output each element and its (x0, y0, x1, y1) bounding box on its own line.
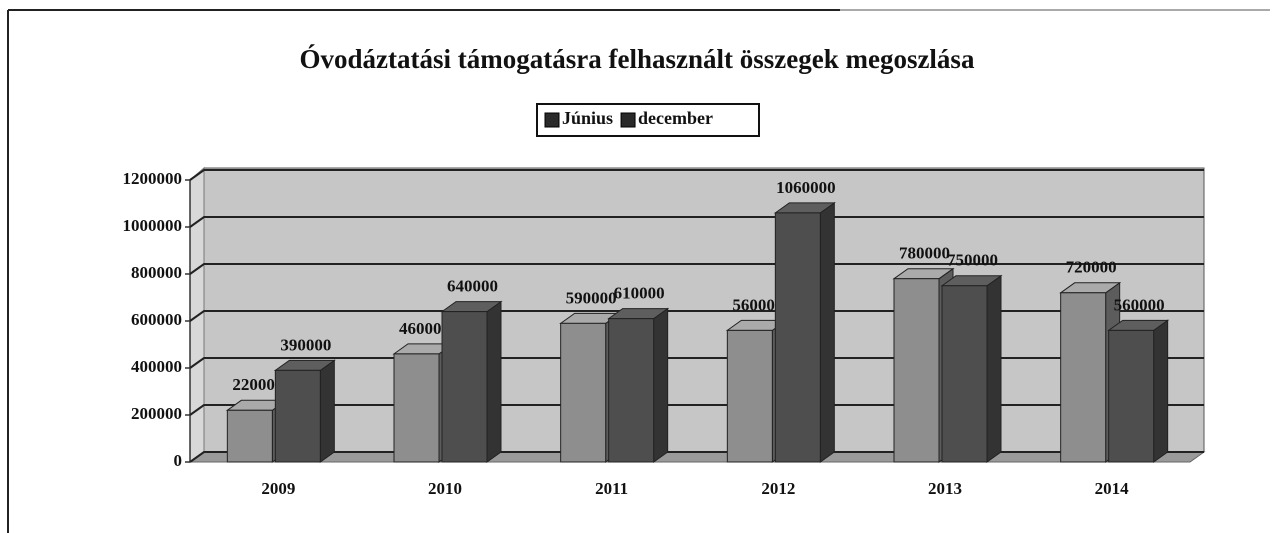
bar (1107, 319, 1170, 463)
grid-line (189, 357, 1204, 369)
bar-front (441, 311, 488, 463)
y-tick-label: 800000 (131, 263, 182, 282)
bar (773, 201, 836, 463)
value-label: 640000 (447, 277, 498, 296)
value-label: 460000 (399, 319, 450, 338)
bar-front (893, 278, 940, 463)
y-tick-label: 200000 (131, 404, 182, 423)
x-tick-label: 2013 (928, 479, 962, 498)
floor (188, 451, 1206, 463)
legend-label: Június (562, 108, 613, 128)
grid-line (189, 263, 1204, 275)
value-label: 610000 (614, 284, 665, 303)
bar-front (1108, 329, 1155, 463)
bar (607, 307, 670, 463)
grid-line (189, 451, 1204, 463)
legend-swatch (544, 112, 560, 128)
value-label: 720000 (1066, 258, 1117, 277)
legend-box (536, 103, 760, 137)
bar-front (560, 322, 607, 463)
grid-line (189, 404, 1204, 416)
grid-line (189, 310, 1204, 322)
bar-side (319, 359, 335, 463)
bar-side (1153, 319, 1169, 463)
chart-title: Óvodáztatási támogatásra felhasznált öss… (300, 44, 975, 74)
bar-front (774, 212, 821, 463)
legend-swatch (620, 112, 636, 128)
bar-side (986, 274, 1002, 463)
grid-line (189, 216, 1204, 228)
value-label: 1060000 (776, 178, 836, 197)
bar-front (941, 285, 988, 463)
bar (440, 300, 503, 463)
bar-side (486, 300, 502, 463)
bar-front (226, 409, 273, 463)
bar-front (393, 353, 440, 463)
x-tick-label: 2010 (428, 479, 462, 498)
value-label: 390000 (280, 335, 331, 354)
y-tick-label: 600000 (131, 310, 182, 329)
x-tick-label: 2011 (595, 479, 628, 498)
legend-label: december (638, 108, 713, 128)
value-label: 780000 (899, 244, 950, 263)
bar (940, 274, 1003, 463)
bar-side (819, 201, 835, 463)
x-tick-label: 2014 (1095, 479, 1130, 498)
y-tick-label: 0 (174, 451, 183, 470)
bar-front (726, 329, 773, 463)
y-tick-label: 1000000 (123, 216, 183, 235)
value-label: 590000 (566, 288, 617, 307)
value-label: 750000 (947, 251, 998, 270)
x-tick-label: 2009 (261, 479, 295, 498)
bar-side (653, 307, 669, 463)
bar (273, 359, 336, 463)
grid-line (189, 169, 1204, 181)
x-tick-label: 2012 (761, 479, 795, 498)
value-label: 560000 (1114, 295, 1165, 314)
y-tick-label: 400000 (131, 357, 182, 376)
bar-front (1060, 292, 1107, 463)
value-label: 560000 (732, 295, 783, 314)
bar-front (608, 318, 655, 463)
value-label: 220000 (232, 375, 283, 394)
y-tick-label: 1200000 (123, 169, 183, 188)
bar-front (274, 369, 321, 463)
